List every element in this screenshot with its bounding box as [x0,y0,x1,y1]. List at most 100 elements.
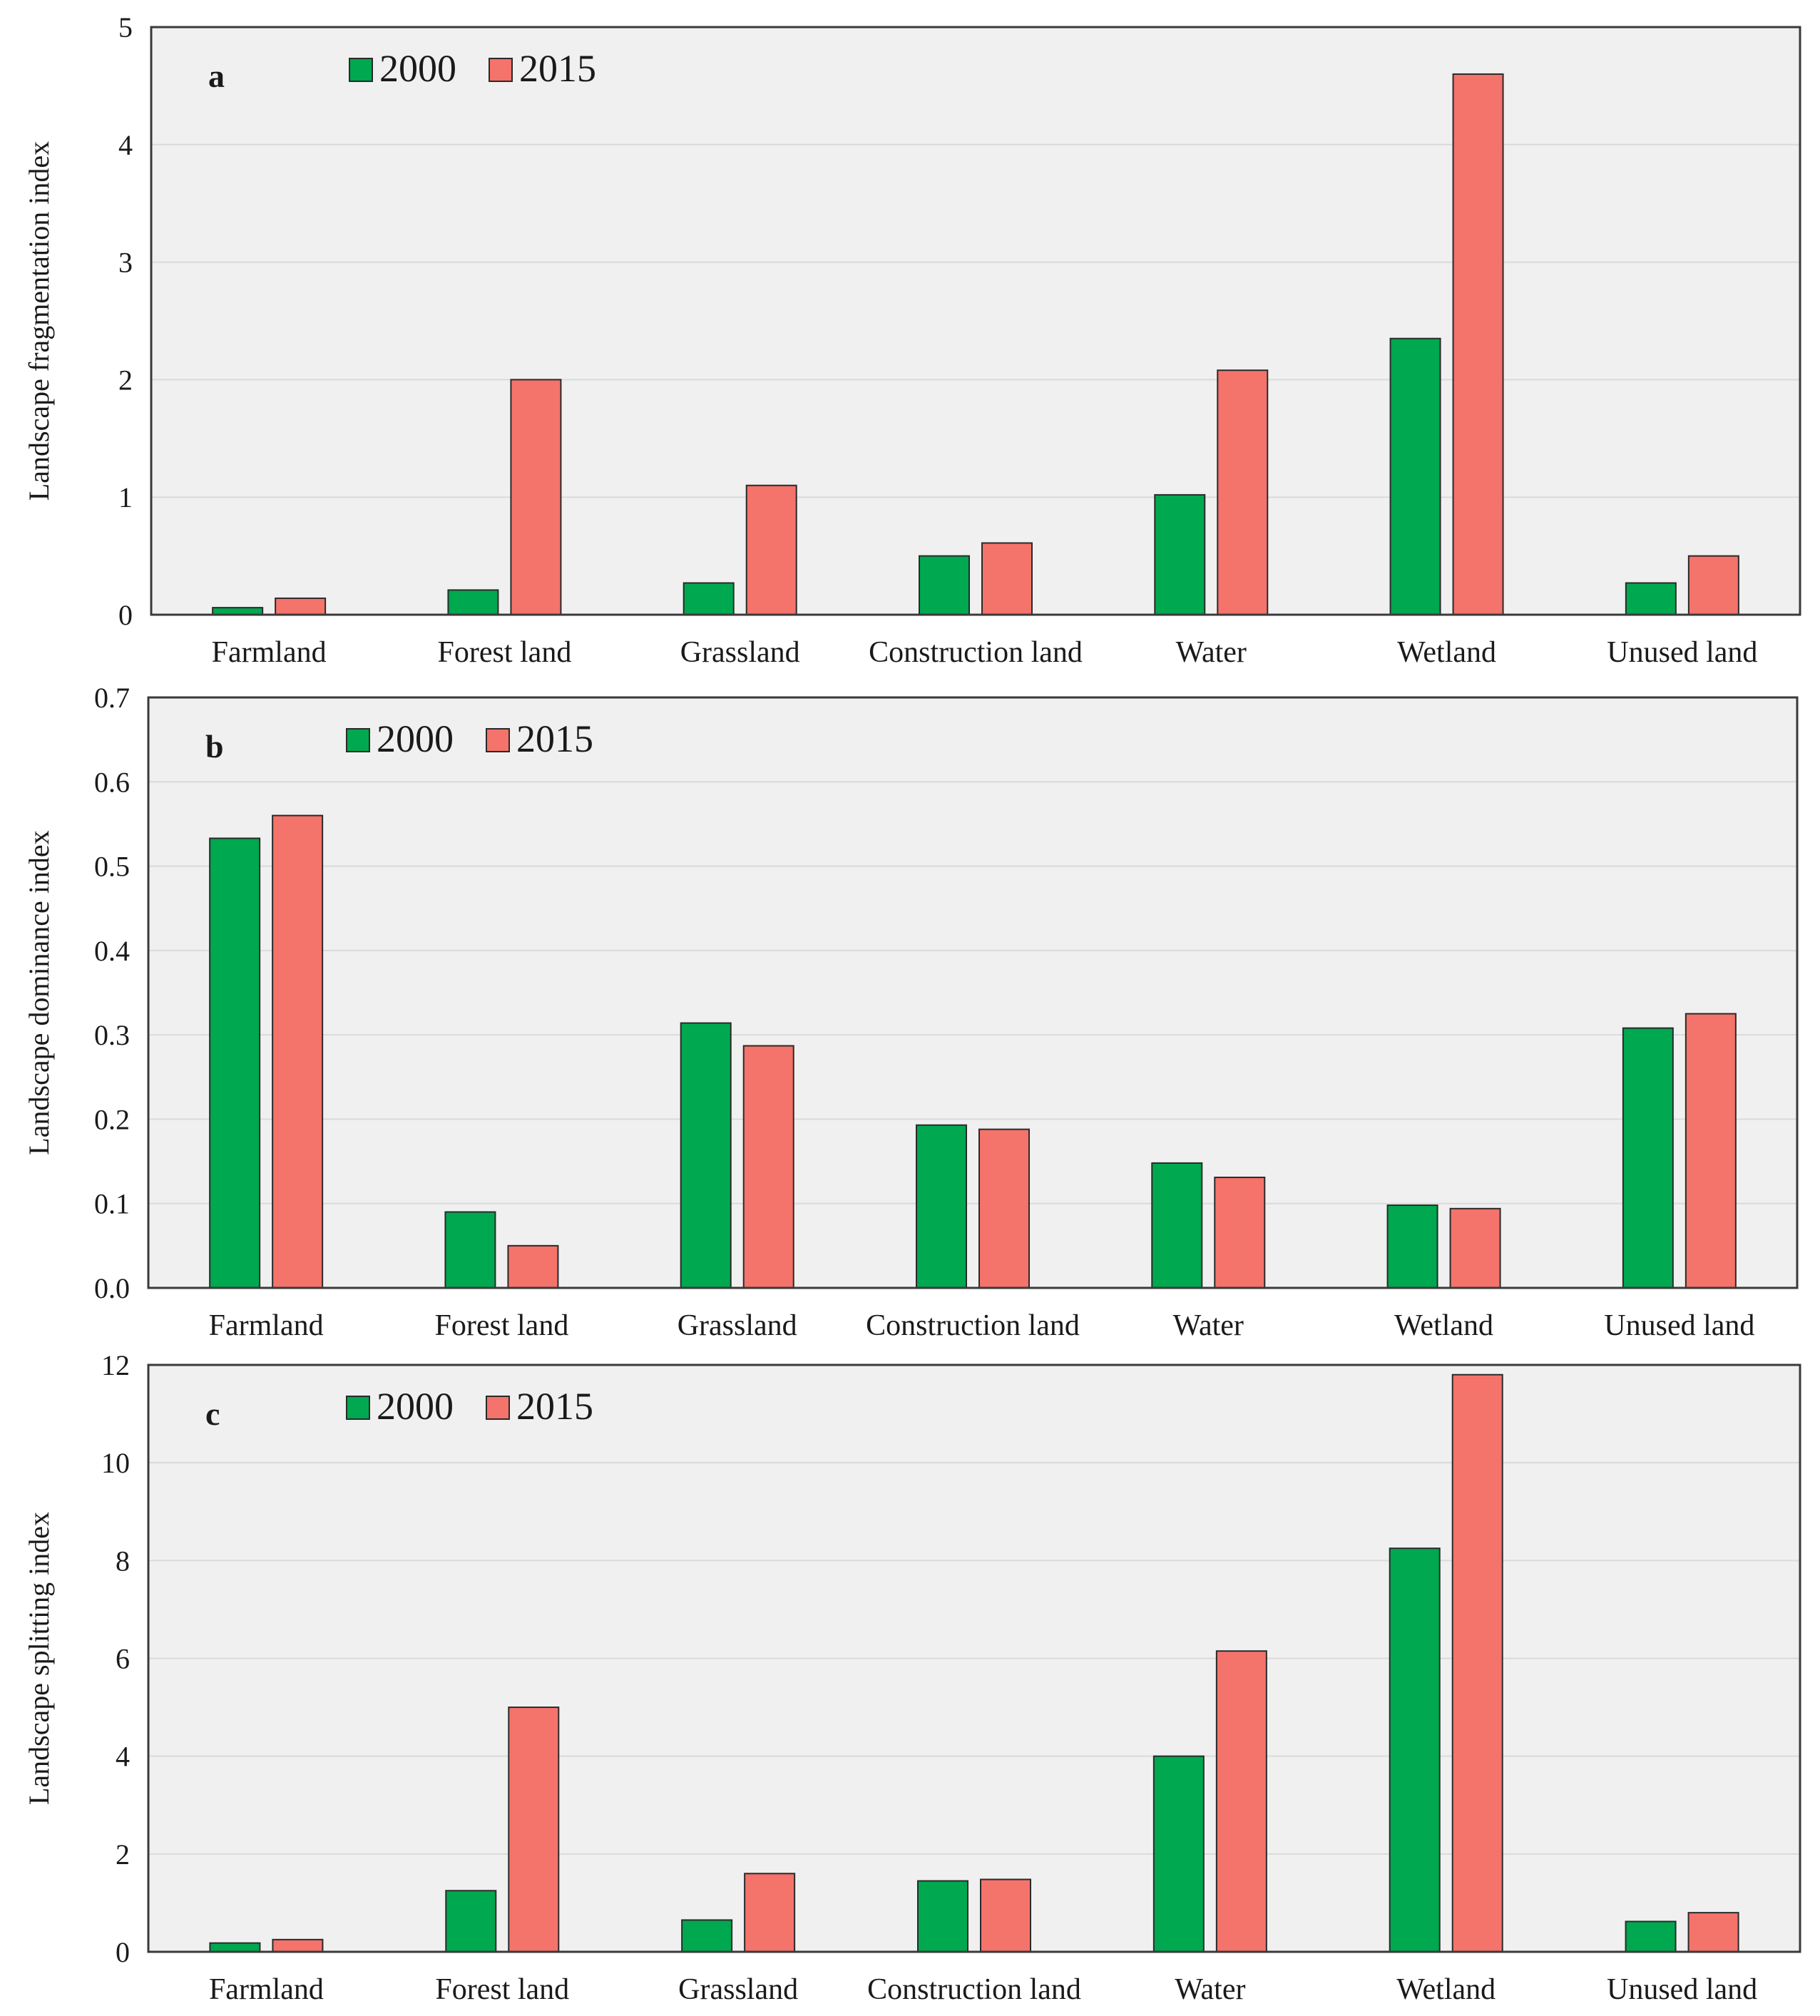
y-tick-label: 1 [118,481,133,513]
legend-label-2015: 2015 [516,1385,593,1428]
y-tick-label: 0.6 [94,766,130,798]
y-tick-label: 2 [118,364,133,396]
x-category-label: Grassland [680,636,800,669]
x-category-label: Forest land [435,1309,569,1342]
x-category-label: Water [1176,636,1247,669]
chart-panel-c: 0 2 4 6 8 10 12 Farmland Forest land Grassland Con… [23,1349,1801,2006]
y-tick-label: 3 [118,247,133,279]
y-tick-label: 0.7 [94,682,130,714]
y-tick-label: 4 [118,129,133,161]
bar-2000-wetland [1389,337,1441,615]
bar-2000-construction-land [916,1124,967,1289]
bar-2015-forest-land [508,1707,560,1953]
y-tick-label: 0.0 [94,1272,130,1304]
legend-swatch-2015 [486,728,510,752]
bar-2000-water [1151,1162,1203,1289]
bar-2015-construction-land [981,542,1033,615]
bar-2000-grassland [680,1022,732,1289]
x-category-label: Forest land [435,1973,569,2006]
plot-frame [147,696,1799,1289]
bar-2000-water [1152,1755,1205,1953]
bar-2000-wetland [1389,1547,1441,1953]
chart-panel-a: 0 1 2 3 4 5 Farmland Forest land Grassland Constr… [23,11,1801,669]
y-axis-title: Landscape dominance index [23,830,55,1155]
y-tick-label: 12 [101,1349,130,1381]
bar-2015-wetland [1451,1373,1503,1953]
bar-2015-forest-land [510,379,562,616]
x-category-label: Water [1175,1973,1245,2006]
y-tick-label: 0.4 [94,935,130,967]
bar-2000-grassland [682,582,735,616]
legend-swatch-2000 [349,58,373,82]
bar-2000-farmland [209,837,261,1289]
legend-label-2015: 2015 [519,47,596,90]
x-category-label: Farmland [212,636,327,669]
bar-2015-construction-land [980,1878,1031,1953]
bar-2015-unused-land [1687,1912,1739,1953]
x-category-label: Wetland [1397,636,1496,669]
bar-2000-water [1154,493,1206,615]
bar-2000-forest-land [444,1211,496,1289]
x-category-label: Unused land [1607,636,1757,669]
x-category-label: Farmland [209,1309,324,1342]
plot-area [148,697,1797,1288]
y-tick-label: 0.1 [94,1188,130,1220]
x-category-label: Construction land [866,1309,1080,1342]
x-category-label: Construction land [869,636,1083,669]
bar-2015-water [1217,369,1269,615]
bar-2000-unused-land [1625,1920,1677,1953]
y-tick-label: 2 [116,1838,130,1871]
bar-2015-wetland [1449,1207,1501,1289]
x-category-label: Water [1173,1309,1244,1342]
y-tick-label: 0.3 [94,1019,130,1051]
x-category-label: Wetland [1396,1973,1496,2006]
bar-2015-water [1214,1177,1266,1289]
legend-swatch-2015 [486,1396,510,1420]
bar-2015-forest-land [507,1244,559,1289]
bar-2015-unused-land [1684,1013,1737,1289]
x-category-label: Construction land [867,1973,1081,2006]
panel-letter: b [205,728,224,764]
plot-frame [147,1363,1801,1953]
legend-swatch-2000 [346,728,370,752]
y-tick-label: 5 [118,11,133,44]
bar-2000-construction-land [917,1880,968,1953]
y-tick-label: 8 [116,1545,130,1577]
x-category-label: Farmland [209,1973,324,2006]
bar-2015-construction-land [978,1128,1030,1289]
bar-2000-construction-land [919,555,970,615]
y-axis-title: Landscape fragmentation index [23,141,55,501]
chart-panel-b: 0.0 0.1 0.2 0.3 0.4 0.5 0.6 0.7 Farmland Forest l… [23,682,1799,1342]
bar-2000-farmland [209,1942,261,1953]
x-category-label: Forest land [438,636,572,669]
bar-2015-grassland [745,484,797,615]
legend-label-2000: 2000 [379,47,456,90]
panel-letter: a [208,58,225,94]
legend-label-2015: 2015 [516,717,593,760]
y-tick-label: 0.5 [94,851,130,883]
y-axis-title: Landscape splitting index [23,1512,55,1805]
legend-label-2000: 2000 [377,1385,454,1428]
plot-frame [150,26,1801,616]
bar-2015-grassland [742,1045,794,1289]
x-category-label: Unused land [1607,1973,1757,2006]
bar-2015-farmland [275,597,327,615]
bar-2000-forest-land [445,1890,497,1953]
bar-2000-wetland [1386,1204,1438,1289]
panel-letter: c [205,1396,220,1432]
y-tick-label: 6 [116,1643,130,1675]
bar-2015-water [1215,1650,1267,1953]
bar-2015-unused-land [1687,555,1739,615]
bar-2000-forest-land [447,589,499,616]
x-category-label: Grassland [678,1309,797,1342]
bar-2015-farmland [272,814,324,1289]
bar-2000-unused-land [1625,582,1677,616]
y-tick-label: 0.2 [94,1103,130,1135]
bar-2015-grassland [744,1873,796,1953]
y-tick-label: 0 [118,599,133,631]
legend-swatch-2000 [346,1396,370,1420]
legend-swatch-2015 [489,58,513,82]
plot-area [151,27,1800,615]
legend-label-2000: 2000 [377,717,454,760]
